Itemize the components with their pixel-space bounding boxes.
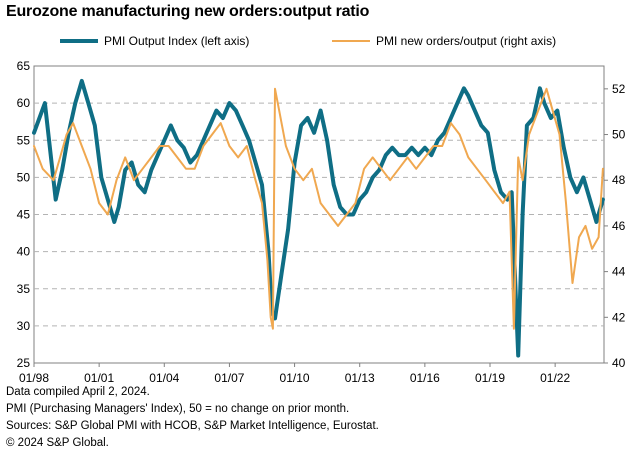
legend-swatch-output (60, 39, 98, 43)
left-tick-label-25: 25 (17, 356, 31, 370)
legend-swatch-ratio (332, 40, 370, 42)
x-tick-label-01/16: 01/16 (410, 371, 440, 385)
note-copyright: © 2024 S&P Global. (6, 437, 109, 449)
note-sources: Sources: S&P Global PMI with HCOB, S&P M… (6, 420, 379, 432)
left-tick-label-65: 65 (17, 59, 31, 73)
chart-notes: Data compiled April 2, 2024. PMI (Purcha… (6, 384, 379, 452)
left-tick-label-40: 40 (17, 245, 31, 259)
right-tick-label-42: 42 (612, 310, 626, 324)
right-tick-label-44: 44 (612, 265, 626, 279)
right-tick-label-48: 48 (612, 173, 626, 187)
right-tick-label-40: 40 (612, 356, 626, 370)
left-tick-label-30: 30 (17, 319, 31, 333)
legend-item-ratio: PMI new orders/output (right axis) (332, 34, 556, 48)
x-tick-label-01/98: 01/98 (19, 371, 49, 385)
x-tick-label-01/10: 01/10 (280, 371, 310, 385)
x-tick-label-01/22: 01/22 (540, 371, 570, 385)
legend-item-output: PMI Output Index (left axis) (60, 34, 249, 48)
right-tick-label-50: 50 (612, 128, 626, 142)
x-tick-label-01/07: 01/07 (214, 371, 244, 385)
x-tick-label-01/19: 01/19 (475, 371, 505, 385)
right-tick-label-52: 52 (612, 82, 626, 96)
x-tick-label-01/13: 01/13 (345, 371, 375, 385)
series-line-pmi-output (32, 78, 605, 358)
legend-label-output: PMI Output Index (left axis) (104, 34, 250, 48)
left-tick-label-55: 55 (17, 133, 31, 147)
note-data-compiled: Data compiled April 2, 2024. (6, 386, 150, 398)
left-tick-label-50: 50 (17, 170, 31, 184)
left-tick-label-60: 60 (17, 96, 31, 110)
legend-label-ratio: PMI new orders/output (right axis) (376, 34, 557, 48)
right-tick-label-46: 46 (612, 219, 626, 233)
chart-legend: PMI Output Index (left axis) PMI new ord… (0, 34, 640, 54)
note-pmi-definition: PMI (Purchasing Managers' Index), 50 = n… (6, 403, 350, 415)
left-tick-label-35: 35 (17, 282, 31, 296)
series-line-new-orders-output-ratio (33, 87, 604, 330)
chart-title: Eurozone manufacturing new orders:output… (6, 3, 370, 20)
x-tick-label-01/04: 01/04 (149, 371, 179, 385)
x-tick-label-01/01: 01/01 (84, 371, 114, 385)
left-tick-label-45: 45 (17, 208, 31, 222)
